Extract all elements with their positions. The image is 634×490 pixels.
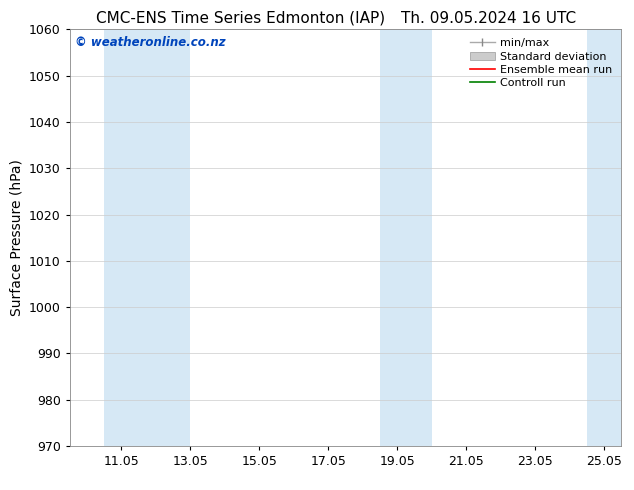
Bar xyxy=(380,29,432,446)
Text: © weatheronline.co.nz: © weatheronline.co.nz xyxy=(75,36,226,49)
Y-axis label: Surface Pressure (hPa): Surface Pressure (hPa) xyxy=(10,159,23,316)
Legend: min/max, Standard deviation, Ensemble mean run, Controll run: min/max, Standard deviation, Ensemble me… xyxy=(466,34,617,93)
Text: CMC-ENS Time Series Edmonton (IAP): CMC-ENS Time Series Edmonton (IAP) xyxy=(96,11,385,26)
Text: Th. 09.05.2024 16 UTC: Th. 09.05.2024 16 UTC xyxy=(401,11,576,26)
Bar xyxy=(587,29,634,446)
Bar xyxy=(104,29,190,446)
